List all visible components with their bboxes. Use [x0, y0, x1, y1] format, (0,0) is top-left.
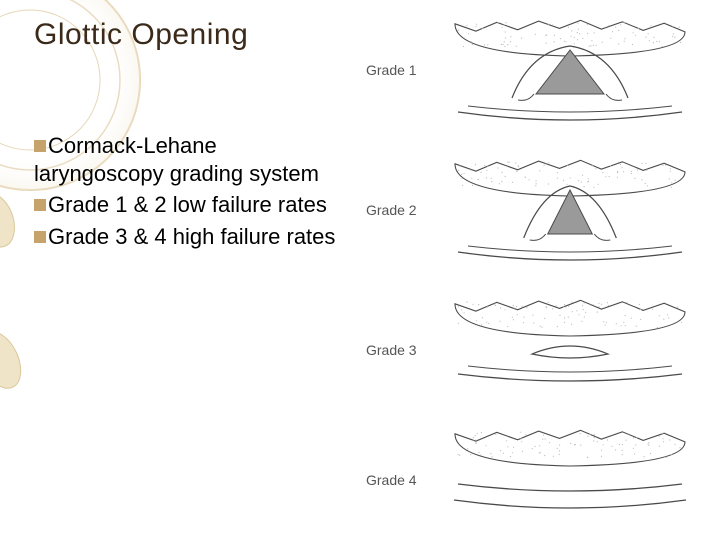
laryngoscopy-diagram [430, 150, 710, 270]
bullet-rest: 3 & 4 high failure rates [109, 224, 335, 249]
grade-label: Grade 3 [360, 342, 430, 358]
bullet-marker-icon [34, 199, 46, 211]
bullet-item: Grade 1 & 2 low failure rates [34, 191, 350, 219]
laryngoscopy-diagram [430, 10, 710, 130]
bullet-marker-icon [34, 140, 46, 152]
bullet-lead: Grade [48, 192, 109, 217]
bullet-lead: Grade [48, 224, 109, 249]
grade-panel: Grade 2 [360, 150, 710, 270]
grade-panel: Grade 1 [360, 10, 710, 130]
bullet-item: Grade 3 & 4 high failure rates [34, 223, 350, 251]
grade-label: Grade 4 [360, 472, 430, 488]
bullet-item: Cormack-Lehane laryngoscopy grading syst… [34, 132, 350, 187]
text-content: Glottic Opening Cormack-Lehane laryngosc… [0, 0, 350, 250]
grade-label: Grade 2 [360, 202, 430, 218]
grade-panel: Grade 4 [360, 420, 710, 540]
grade-label: Grade 1 [360, 62, 430, 78]
bullet-rest: laryngoscopy grading system [34, 161, 319, 186]
bullet-marker-icon [34, 231, 46, 243]
laryngoscopy-diagram [430, 290, 710, 410]
laryngoscopy-diagram [430, 420, 710, 540]
cormack-lehane-figure: Grade 1 Grade 2 Grade 3 Grade 4 [360, 10, 710, 530]
bullet-list: Cormack-Lehane laryngoscopy grading syst… [34, 132, 350, 250]
page-title: Glottic Opening [34, 18, 350, 52]
grade-panel: Grade 3 [360, 290, 710, 410]
bullet-rest: 1 & 2 low failure rates [109, 192, 327, 217]
bullet-lead: Cormack-Lehane [48, 133, 217, 158]
